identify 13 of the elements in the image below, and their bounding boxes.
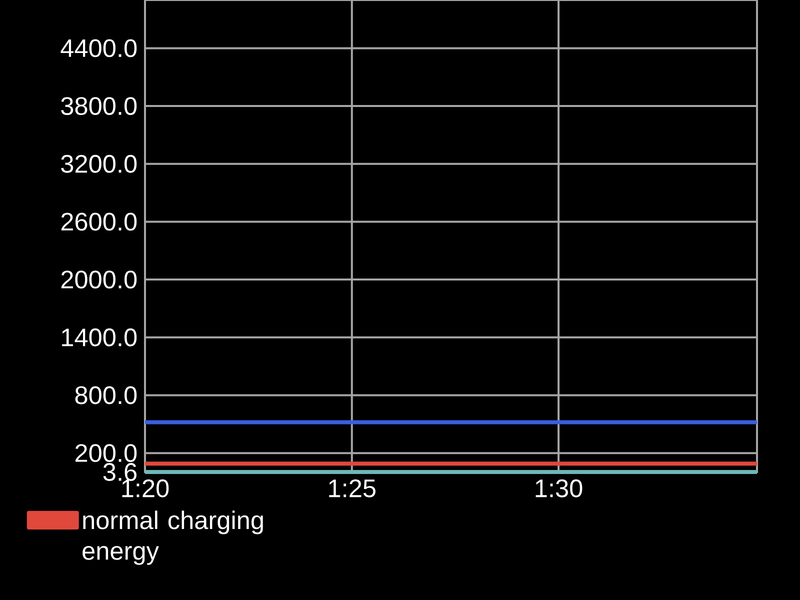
- y-tick-label: 2000.0: [61, 270, 137, 289]
- y-tick-label: 3.6: [103, 463, 136, 481]
- y-tick-label: 200.0: [76, 444, 137, 462]
- legend-label: normal charging energy: [82, 510, 263, 565]
- x-tick-label: 1:30: [536, 479, 582, 498]
- y-tick-label: 4400.0: [60, 39, 137, 58]
- y-tick-label: 1400.0: [62, 328, 137, 346]
- y-tick-label: 800.0: [75, 386, 137, 404]
- y-tick-label: 3200.0: [61, 154, 137, 173]
- x-tick-label: 1:25: [329, 479, 376, 498]
- x-tick-label: 1:20: [122, 479, 169, 498]
- y-tick-label: 3800.0: [61, 97, 137, 116]
- y-tick-label: 2600.0: [61, 212, 137, 231]
